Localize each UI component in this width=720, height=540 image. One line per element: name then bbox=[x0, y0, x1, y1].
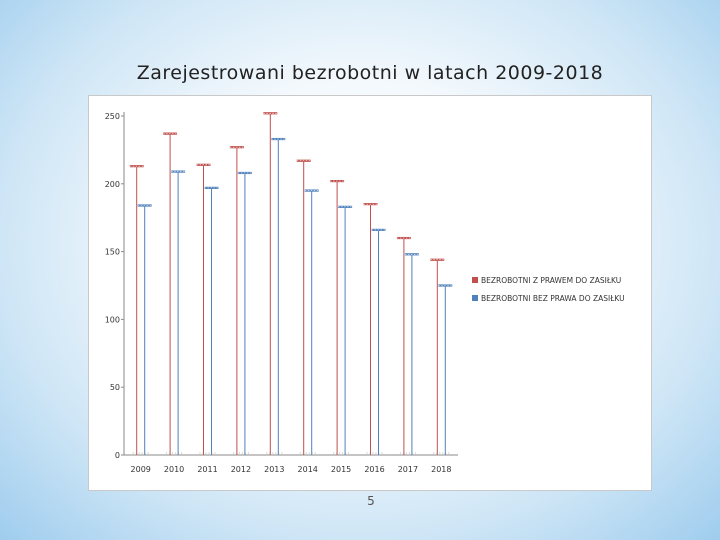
legend-label: BEZROBOTNI Z PRAWEM DO ZASIŁKU bbox=[481, 276, 621, 285]
x-tick-label: 2014 bbox=[298, 465, 318, 474]
y-tick-label: 150 bbox=[105, 248, 120, 257]
x-tick-label: 2013 bbox=[264, 465, 284, 474]
x-tick-label: 2011 bbox=[197, 465, 217, 474]
legend-label: BEZROBOTNI BEZ PRAWA DO ZASIŁKU bbox=[481, 294, 625, 303]
chart-marks bbox=[129, 112, 453, 454]
x-tick-label: 2012 bbox=[231, 465, 251, 474]
y-tick-label: 0 bbox=[115, 451, 120, 460]
axes bbox=[121, 112, 458, 456]
legend: BEZROBOTNI Z PRAWEM DO ZASIŁKU BEZROBOTNI… bbox=[472, 276, 625, 303]
x-tick-label: 2017 bbox=[398, 465, 418, 474]
x-tick-label: 2018 bbox=[431, 465, 451, 474]
y-tick-label: 50 bbox=[110, 383, 120, 392]
y-tick-label: 250 bbox=[105, 112, 120, 121]
x-tick-label: 2009 bbox=[131, 465, 151, 474]
y-tick-label: 200 bbox=[105, 180, 120, 189]
x-tick-label: 2015 bbox=[331, 465, 351, 474]
x-tick-label: 2010 bbox=[164, 465, 184, 474]
legend-swatch bbox=[472, 277, 478, 283]
chart-stems bbox=[136, 113, 446, 455]
x-tick-label: 2016 bbox=[364, 465, 384, 474]
y-tick-label: 100 bbox=[105, 315, 120, 324]
slide-title: Zarejestrowani bezrobotni w latach 2009-… bbox=[136, 62, 604, 84]
tick-labels: 0 50 100 150 200 250 2009 2010 2011 2012 2013 2014 2… bbox=[105, 112, 452, 474]
legend-swatch bbox=[472, 295, 478, 301]
page-number: 5 bbox=[367, 494, 375, 508]
